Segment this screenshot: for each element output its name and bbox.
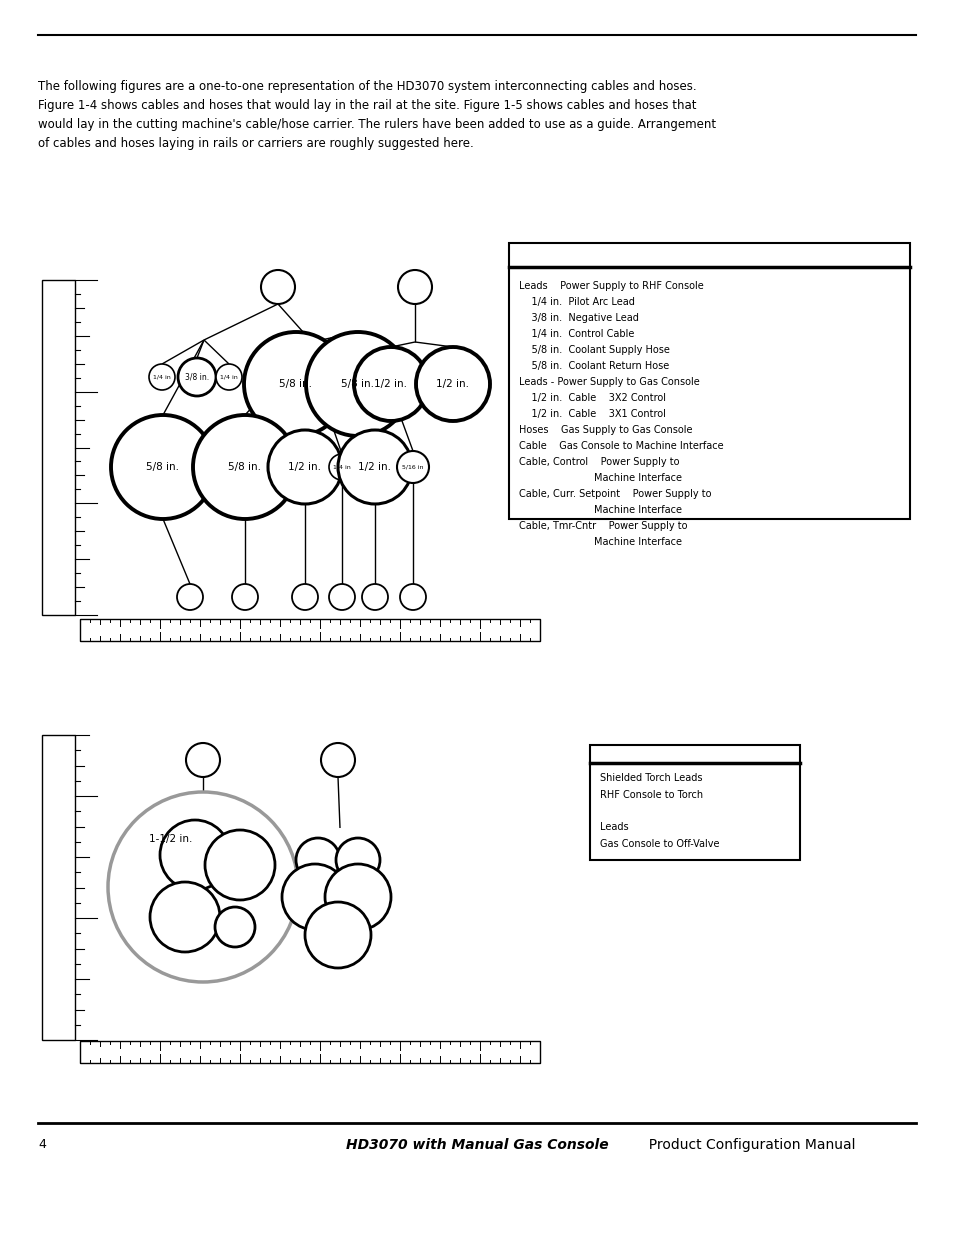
Circle shape (261, 270, 294, 304)
Circle shape (306, 332, 410, 436)
Circle shape (325, 864, 391, 930)
Bar (589, 745, 800, 860)
Circle shape (177, 584, 203, 610)
Text: Leads - Power Supply to Gas Console: Leads - Power Supply to Gas Console (518, 377, 699, 387)
Text: Cable, Tmr-Cntr    Power Supply to: Cable, Tmr-Cntr Power Supply to (518, 521, 687, 531)
Text: 5/8 in.: 5/8 in. (279, 379, 313, 389)
Text: 1/2 in.: 1/2 in. (288, 462, 321, 472)
Text: Gas Console to Off-Valve: Gas Console to Off-Valve (599, 839, 719, 848)
Text: 1/4 in.  Pilot Arc Lead: 1/4 in. Pilot Arc Lead (518, 296, 634, 308)
Text: Hoses    Gas Supply to Gas Console: Hoses Gas Supply to Gas Console (518, 425, 692, 435)
Text: 1/4 in: 1/4 in (333, 464, 351, 469)
Text: Shielded Torch Leads: Shielded Torch Leads (599, 773, 701, 783)
Bar (509, 243, 909, 519)
Text: 5/8 in.: 5/8 in. (341, 379, 375, 389)
Text: Leads    Power Supply to RHF Console: Leads Power Supply to RHF Console (518, 282, 703, 291)
Circle shape (396, 451, 429, 483)
Bar (80, 1041, 539, 1063)
Text: Product Configuration Manual: Product Configuration Manual (639, 1137, 855, 1152)
Text: 5/8 in.: 5/8 in. (229, 462, 261, 472)
Text: 1/2 in.: 1/2 in. (358, 462, 391, 472)
Circle shape (361, 584, 388, 610)
Text: 1/4 in.  Control Cable: 1/4 in. Control Cable (518, 329, 634, 338)
Circle shape (178, 358, 215, 396)
Circle shape (320, 743, 355, 777)
Text: Machine Interface: Machine Interface (518, 505, 681, 515)
Text: 1/2 in.: 1/2 in. (436, 379, 469, 389)
Circle shape (292, 584, 317, 610)
Circle shape (305, 902, 371, 968)
Text: 1-1/2 in.: 1-1/2 in. (150, 834, 193, 844)
Circle shape (232, 584, 257, 610)
Text: Cable    Gas Console to Machine Interface: Cable Gas Console to Machine Interface (518, 441, 723, 451)
Text: 1/4 in: 1/4 in (220, 374, 237, 379)
Text: Machine Interface: Machine Interface (518, 473, 681, 483)
Circle shape (205, 830, 274, 900)
Circle shape (149, 364, 174, 390)
Text: Cable, Control    Power Supply to: Cable, Control Power Supply to (518, 457, 679, 467)
Circle shape (160, 820, 230, 890)
Circle shape (354, 347, 428, 421)
Text: 1/2 in.  Cable    3X2 Control: 1/2 in. Cable 3X2 Control (518, 393, 665, 403)
Text: 5/16 in: 5/16 in (402, 464, 423, 469)
Circle shape (150, 882, 220, 952)
Circle shape (282, 864, 348, 930)
Circle shape (397, 270, 432, 304)
Circle shape (416, 347, 490, 421)
Text: RHF Console to Torch: RHF Console to Torch (599, 789, 702, 799)
Bar (42, 280, 75, 615)
Text: 5/8 in.  Coolant Return Hose: 5/8 in. Coolant Return Hose (518, 361, 669, 370)
Circle shape (214, 906, 254, 947)
Circle shape (215, 364, 242, 390)
Circle shape (295, 839, 339, 882)
Text: 3/8 in.  Negative Lead: 3/8 in. Negative Lead (518, 312, 639, 324)
Circle shape (268, 430, 341, 504)
Bar (42, 735, 75, 1040)
Circle shape (399, 584, 426, 610)
Text: Machine Interface: Machine Interface (518, 537, 681, 547)
Circle shape (329, 454, 355, 480)
Circle shape (193, 415, 296, 519)
Text: 3/8 in.: 3/8 in. (185, 373, 209, 382)
Circle shape (329, 584, 355, 610)
Bar (80, 619, 539, 641)
Text: Leads: Leads (599, 823, 628, 832)
Text: 5/8 in.: 5/8 in. (147, 462, 179, 472)
Text: 1/4 in: 1/4 in (153, 374, 171, 379)
Text: Cable, Curr. Setpoint    Power Supply to: Cable, Curr. Setpoint Power Supply to (518, 489, 711, 499)
Text: 4: 4 (38, 1137, 46, 1151)
Circle shape (108, 792, 297, 982)
Text: 5/8 in.  Coolant Supply Hose: 5/8 in. Coolant Supply Hose (518, 345, 669, 354)
Text: 1/2 in.  Cable    3X1 Control: 1/2 in. Cable 3X1 Control (518, 409, 665, 419)
Circle shape (337, 430, 412, 504)
Text: The following figures are a one-to-one representation of the HD3070 system inter: The following figures are a one-to-one r… (38, 80, 716, 149)
Text: HD3070 with Manual Gas Console: HD3070 with Manual Gas Console (345, 1137, 608, 1152)
Text: 1/2 in.: 1/2 in. (375, 379, 407, 389)
Circle shape (186, 743, 220, 777)
Circle shape (111, 415, 214, 519)
Circle shape (335, 839, 379, 882)
Circle shape (244, 332, 348, 436)
